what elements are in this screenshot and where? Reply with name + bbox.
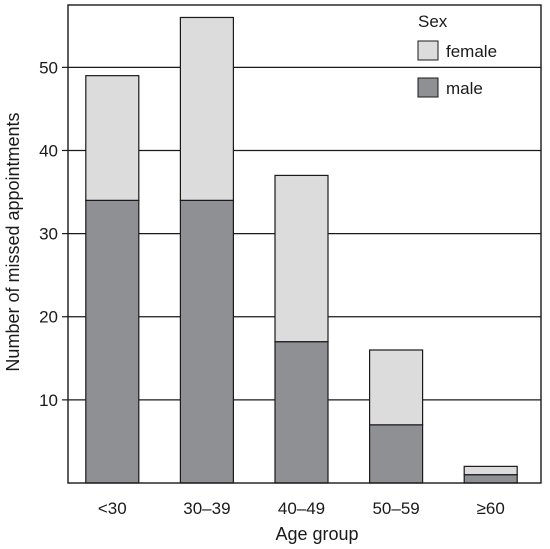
- x-axis: <30 30–39 40–49 50–59 ≥60: [98, 499, 505, 518]
- legend: Sex female male: [417, 12, 497, 98]
- x-tick-label: 40–49: [278, 499, 325, 518]
- plot-frame: [67, 4, 542, 484]
- bar-male: [179, 199, 234, 484]
- bar-male: [369, 424, 424, 484]
- y-tick-label: 10: [39, 391, 58, 410]
- bar-female: [274, 174, 329, 343]
- legend-swatch-female: [417, 40, 439, 61]
- bar-female: [463, 465, 518, 476]
- x-tick-label: <30: [98, 499, 127, 518]
- y-axis: 10 20 30 40 50: [39, 58, 68, 410]
- bar-female: [85, 75, 140, 201]
- bar-female: [369, 349, 424, 426]
- x-axis-title: Age group: [275, 524, 358, 544]
- bar-male: [463, 474, 518, 484]
- x-tick-label: 50–59: [372, 499, 419, 518]
- y-tick-label: 40: [39, 141, 58, 160]
- x-tick-label: ≥60: [477, 499, 505, 518]
- legend-label-male: male: [446, 79, 483, 98]
- legend-swatch-male: [417, 77, 439, 98]
- y-axis-title: Number of missed appointments: [3, 112, 23, 371]
- bar-female: [179, 16, 234, 201]
- y-tick-label: 50: [39, 58, 58, 77]
- legend-title: Sex: [418, 12, 448, 31]
- x-tick-label: 30–39: [183, 499, 230, 518]
- legend-label-female: female: [446, 42, 497, 61]
- bar-male: [274, 341, 329, 484]
- bar-male: [85, 199, 140, 484]
- y-tick-label: 20: [39, 308, 58, 327]
- y-tick-label: 30: [39, 225, 58, 244]
- bars: [85, 16, 518, 484]
